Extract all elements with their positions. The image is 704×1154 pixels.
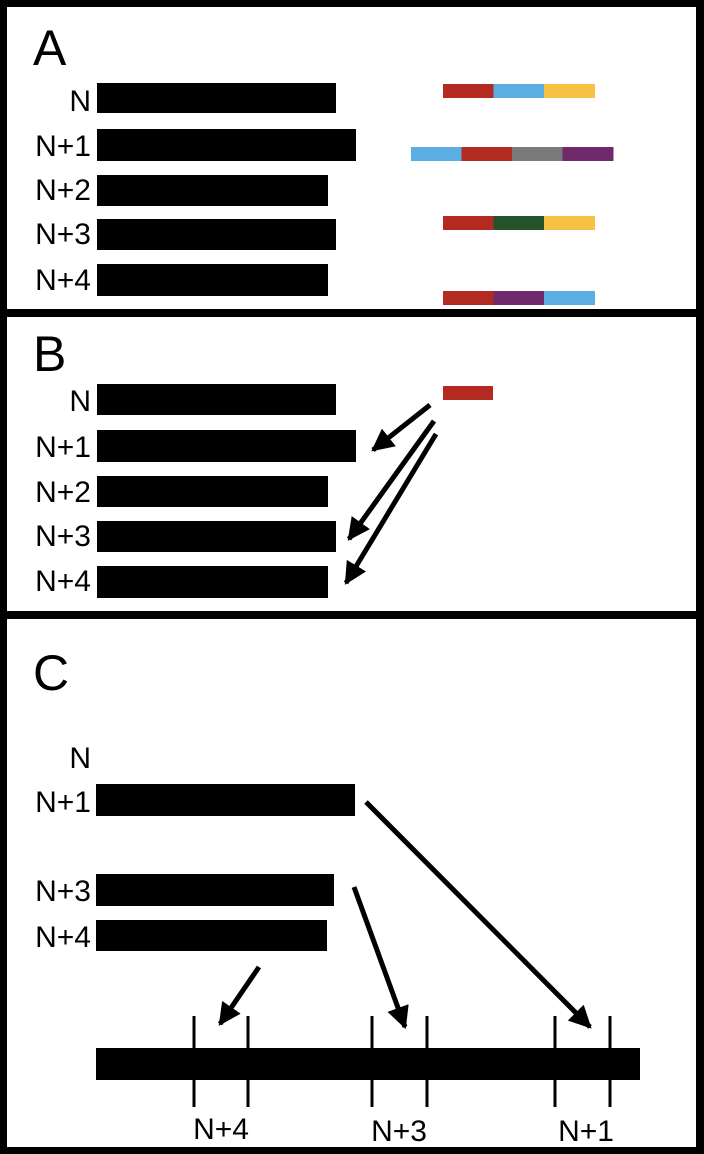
row-label: N [69, 85, 91, 118]
feature-block-purple [493, 291, 545, 305]
arrow-to-n-plus-1 [371, 403, 432, 452]
feature-block-red [443, 216, 494, 230]
row-label: N+4 [35, 264, 91, 297]
sequence-bar [96, 784, 355, 816]
sequence-bar [97, 430, 356, 462]
row-label: N [69, 385, 91, 418]
row-label: N+1 [35, 786, 91, 819]
row-label: N+1 [35, 130, 91, 163]
feature-block-blue [411, 147, 462, 161]
sequence-bar [97, 566, 328, 598]
row-label: N+3 [35, 875, 91, 908]
sequence-bar [97, 219, 336, 250]
row-label: N+2 [35, 476, 91, 509]
row-label: N+4 [35, 565, 91, 598]
panel-a-canvas: A N N+1 N+2 N+3 N+4 [33, 20, 614, 305]
sequence-bar [97, 384, 336, 415]
panel-c: C N N+1 N+3 N+4 N+4 N+3 N+1 [7, 619, 696, 1147]
scale-label: N+3 [371, 1115, 427, 1147]
query-block [443, 386, 493, 400]
panel-b-canvas: B N N+1 N+2 N+3 N+4 [33, 326, 493, 598]
scale-label: N+1 [558, 1115, 614, 1147]
row-label: N+3 [35, 520, 91, 553]
arrow-to-scale-n-plus-1 [364, 800, 592, 1029]
reference-bar [96, 1048, 640, 1080]
panel-c-letter: C [33, 645, 69, 701]
feature-block-yellow [544, 84, 595, 98]
sequence-bar [96, 874, 334, 906]
arrow-to-n-plus-3 [346, 419, 437, 541]
sequence-bar [97, 521, 336, 552]
panel-b-letter: B [33, 326, 66, 382]
panel-a-letter: A [33, 20, 67, 76]
feature-block-red [461, 147, 513, 161]
scale-label: N+4 [193, 1113, 249, 1146]
feature-block-gray [512, 147, 563, 161]
sequence-bar [97, 83, 336, 113]
sequence-bar [97, 129, 356, 161]
feature-blocks [411, 84, 614, 305]
feature-block-blue [493, 84, 545, 98]
row-label: N+4 [35, 921, 91, 954]
panel-a: A N N+1 N+2 N+3 N+4 [7, 7, 696, 309]
feature-block-red [443, 291, 494, 305]
feature-block-red [443, 84, 494, 98]
feature-block-blue [544, 291, 595, 305]
arrow-to-scale-n-plus-4 [217, 965, 262, 1026]
row-label: N+1 [35, 431, 91, 464]
feature-block-purple [562, 147, 614, 161]
panel-c-canvas: C N N+1 N+3 N+4 N+4 N+3 N+1 [33, 645, 640, 1147]
panel-b: B N N+1 N+2 N+3 N+4 [7, 317, 696, 611]
sequence-bar [96, 920, 327, 951]
feature-block-green [493, 216, 545, 230]
feature-block-yellow [544, 216, 595, 230]
arrow-to-n-plus-4 [343, 432, 439, 585]
arrow-to-scale-n-plus-3 [351, 886, 409, 1030]
row-label: N [69, 742, 91, 775]
sequence-bar [97, 175, 328, 206]
sequence-bar [97, 264, 328, 296]
row-label: N+3 [35, 218, 91, 251]
row-label: N+2 [35, 174, 91, 207]
sequence-bar [97, 476, 328, 507]
